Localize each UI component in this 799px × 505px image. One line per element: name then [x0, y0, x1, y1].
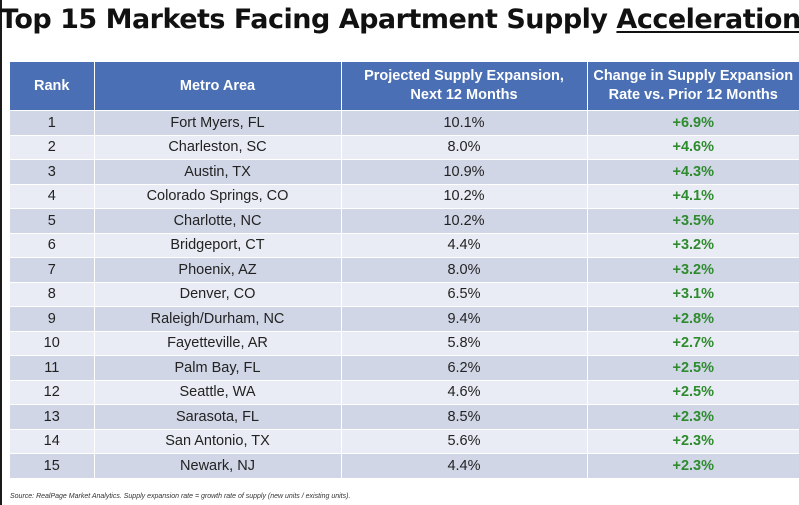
metro-cell: Bridgeport, CT: [94, 232, 342, 258]
header-expansion-line2: Next 12 Months: [410, 87, 518, 103]
change-cell: +3.2%: [587, 232, 799, 258]
expansion-cell: 5.8%: [341, 330, 588, 356]
rank-cell: 2: [10, 134, 95, 160]
change-cell: +2.7%: [587, 330, 799, 356]
expansion-cell: 9.4%: [341, 306, 588, 332]
table-row: 3 Austin, TX 10.9% +4.3%: [10, 159, 799, 185]
table-row: 12 Seattle, WA 4.6% +2.5%: [10, 379, 799, 405]
expansion-cell: 4.4%: [341, 453, 588, 478]
expansion-cell: 4.6%: [341, 379, 588, 405]
supply-table: Rank Metro Area Projected Supply Expansi…: [10, 62, 799, 478]
metro-cell: Charlotte, NC: [94, 208, 342, 234]
table-row: 4 Colorado Springs, CO 10.2% +4.1%: [10, 183, 799, 209]
rank-cell: 7: [10, 257, 95, 283]
change-cell: +3.5%: [587, 208, 799, 234]
metro-cell: Austin, TX: [94, 159, 342, 185]
change-cell: +4.6%: [587, 134, 799, 160]
expansion-cell: 8.0%: [341, 257, 588, 283]
metro-cell: Fort Myers, FL: [94, 110, 342, 136]
change-cell: +4.3%: [587, 159, 799, 185]
header-rank: Rank: [10, 62, 95, 111]
change-cell: +6.9%: [587, 110, 799, 136]
header-change-line2: Rate vs. Prior 12 Months: [608, 87, 778, 103]
table-row: 2 Charleston, SC 8.0% +4.6%: [10, 134, 799, 160]
rank-cell: 5: [10, 208, 95, 234]
table-row: 14 San Antonio, TX 5.6% +2.3%: [10, 428, 799, 454]
metro-cell: Denver, CO: [94, 281, 342, 307]
metro-cell: Seattle, WA: [94, 379, 342, 405]
rank-cell: 9: [10, 306, 95, 332]
table-row: 5 Charlotte, NC 10.2% +3.5%: [10, 208, 799, 234]
table-row: 7 Phoenix, AZ 8.0% +3.2%: [10, 257, 799, 283]
change-cell: +2.8%: [587, 306, 799, 332]
expansion-cell: 5.6%: [341, 428, 588, 454]
table-row: 8 Denver, CO 6.5% +3.1%: [10, 281, 799, 307]
table-row: 10 Fayetteville, AR 5.8% +2.7%: [10, 330, 799, 356]
rank-cell: 8: [10, 281, 95, 307]
left-border-line: [0, 0, 2, 505]
metro-cell: Newark, NJ: [94, 453, 342, 478]
title-prefix: Top 15 Markets Facing Apartment Supply: [0, 4, 617, 35]
table-row: 11 Palm Bay, FL 6.2% +2.5%: [10, 355, 799, 381]
expansion-cell: 8.0%: [341, 134, 588, 160]
table-row: 13 Sarasota, FL 8.5% +2.3%: [10, 404, 799, 430]
change-cell: +2.3%: [587, 428, 799, 454]
rank-cell: 13: [10, 404, 95, 430]
rank-cell: 10: [10, 330, 95, 356]
header-change-rate: Change in Supply Expansion Rate vs. Prior…: [587, 62, 799, 111]
table-row: 9 Raleigh/Durham, NC 9.4% +2.8%: [10, 306, 799, 332]
expansion-cell: 10.2%: [341, 208, 588, 234]
rank-cell: 11: [10, 355, 95, 381]
table-body: 1 Fort Myers, FL 10.1% +6.9% 2 Charleston, SC…: [10, 110, 799, 478]
rank-cell: 15: [10, 453, 95, 478]
expansion-cell: 6.2%: [341, 355, 588, 381]
change-cell: +2.5%: [587, 379, 799, 405]
metro-cell: Palm Bay, FL: [94, 355, 342, 381]
table-row: 6 Bridgeport, CT 4.4% +3.2%: [10, 232, 799, 258]
table-row: 1 Fort Myers, FL 10.1% +6.9%: [10, 110, 799, 136]
expansion-cell: 10.2%: [341, 183, 588, 209]
expansion-cell: 6.5%: [341, 281, 588, 307]
change-cell: +4.1%: [587, 183, 799, 209]
expansion-cell: 8.5%: [341, 404, 588, 430]
metro-cell: Sarasota, FL: [94, 404, 342, 430]
header-rank-label: Rank: [34, 77, 70, 94]
title-underlined-word: Acceleration: [616, 4, 799, 35]
change-cell: +2.3%: [587, 404, 799, 430]
header-metro-label: Metro Area: [179, 77, 256, 94]
expansion-cell: 10.9%: [341, 159, 588, 185]
change-cell: +2.5%: [587, 355, 799, 381]
page-title: Top 15 Markets Facing Apartment Supply A…: [0, 4, 799, 35]
source-note: Source: RealPage Market Analytics. Suppl…: [10, 493, 351, 500]
change-cell: +3.2%: [587, 257, 799, 283]
header-projected-expansion: Projected Supply Expansion, Next 12 Month…: [341, 62, 588, 111]
change-cell: +2.3%: [587, 453, 799, 478]
expansion-cell: 10.1%: [341, 110, 588, 136]
header-expansion-line1: Projected Supply Expansion,: [364, 68, 564, 84]
header-metro-area: Metro Area: [94, 62, 342, 111]
table-row: 15 Newark, NJ 4.4% +2.3%: [10, 453, 799, 478]
metro-cell: Raleigh/Durham, NC: [94, 306, 342, 332]
metro-cell: Colorado Springs, CO: [94, 183, 342, 209]
rank-cell: 3: [10, 159, 95, 185]
rank-cell: 1: [10, 110, 95, 136]
header-change-line1: Change in Supply Expansion: [593, 68, 794, 84]
rank-cell: 6: [10, 232, 95, 258]
metro-cell: Phoenix, AZ: [94, 257, 342, 283]
rank-cell: 14: [10, 428, 95, 454]
metro-cell: San Antonio, TX: [94, 428, 342, 454]
rank-cell: 12: [10, 379, 95, 405]
expansion-cell: 4.4%: [341, 232, 588, 258]
metro-cell: Fayetteville, AR: [94, 330, 342, 356]
rank-cell: 4: [10, 183, 95, 209]
change-cell: +3.1%: [587, 281, 799, 307]
metro-cell: Charleston, SC: [94, 134, 342, 160]
table-header-row: Rank Metro Area Projected Supply Expansi…: [10, 62, 799, 111]
